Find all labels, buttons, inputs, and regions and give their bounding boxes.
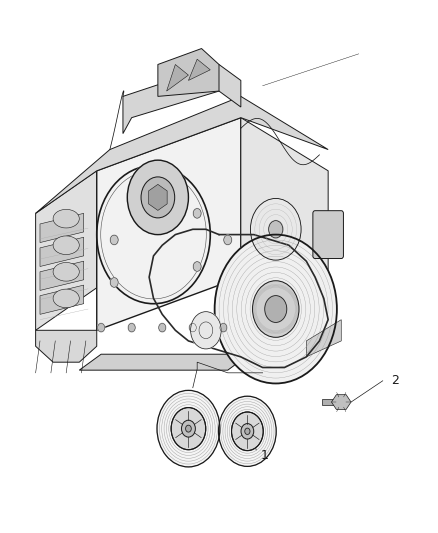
Polygon shape bbox=[158, 49, 219, 96]
Circle shape bbox=[189, 324, 196, 332]
Text: 1: 1 bbox=[261, 449, 268, 462]
Circle shape bbox=[251, 198, 301, 260]
Circle shape bbox=[193, 208, 201, 218]
Circle shape bbox=[159, 324, 166, 332]
Ellipse shape bbox=[53, 289, 79, 308]
Circle shape bbox=[157, 390, 220, 467]
Polygon shape bbox=[40, 285, 84, 314]
Circle shape bbox=[110, 278, 118, 287]
Polygon shape bbox=[40, 213, 84, 243]
Bar bbox=[321, 399, 341, 406]
Polygon shape bbox=[35, 171, 97, 330]
Circle shape bbox=[141, 177, 175, 218]
Polygon shape bbox=[148, 184, 167, 211]
Polygon shape bbox=[79, 354, 250, 370]
Circle shape bbox=[253, 281, 299, 337]
Circle shape bbox=[245, 428, 250, 434]
Circle shape bbox=[127, 160, 188, 235]
Polygon shape bbox=[188, 59, 210, 80]
Circle shape bbox=[128, 324, 135, 332]
Polygon shape bbox=[35, 96, 328, 213]
Polygon shape bbox=[332, 395, 351, 409]
Polygon shape bbox=[241, 118, 328, 330]
Circle shape bbox=[265, 296, 287, 322]
Circle shape bbox=[171, 408, 206, 450]
Circle shape bbox=[181, 420, 195, 437]
Circle shape bbox=[193, 262, 201, 271]
Text: 2: 2 bbox=[392, 374, 399, 387]
Polygon shape bbox=[35, 330, 97, 362]
Circle shape bbox=[232, 412, 263, 450]
Polygon shape bbox=[123, 64, 241, 134]
Circle shape bbox=[241, 424, 254, 439]
Polygon shape bbox=[40, 237, 84, 266]
Ellipse shape bbox=[53, 236, 79, 255]
Circle shape bbox=[98, 324, 105, 332]
Ellipse shape bbox=[53, 263, 79, 281]
Circle shape bbox=[110, 235, 118, 245]
Circle shape bbox=[186, 425, 191, 432]
Circle shape bbox=[268, 221, 283, 238]
Polygon shape bbox=[306, 320, 341, 357]
Circle shape bbox=[215, 235, 337, 383]
Polygon shape bbox=[40, 261, 84, 290]
Circle shape bbox=[220, 324, 227, 332]
Polygon shape bbox=[166, 64, 188, 91]
Ellipse shape bbox=[53, 209, 79, 228]
Polygon shape bbox=[97, 118, 241, 330]
Circle shape bbox=[191, 312, 221, 349]
FancyBboxPatch shape bbox=[313, 211, 343, 259]
Circle shape bbox=[224, 235, 232, 245]
Circle shape bbox=[219, 396, 276, 466]
